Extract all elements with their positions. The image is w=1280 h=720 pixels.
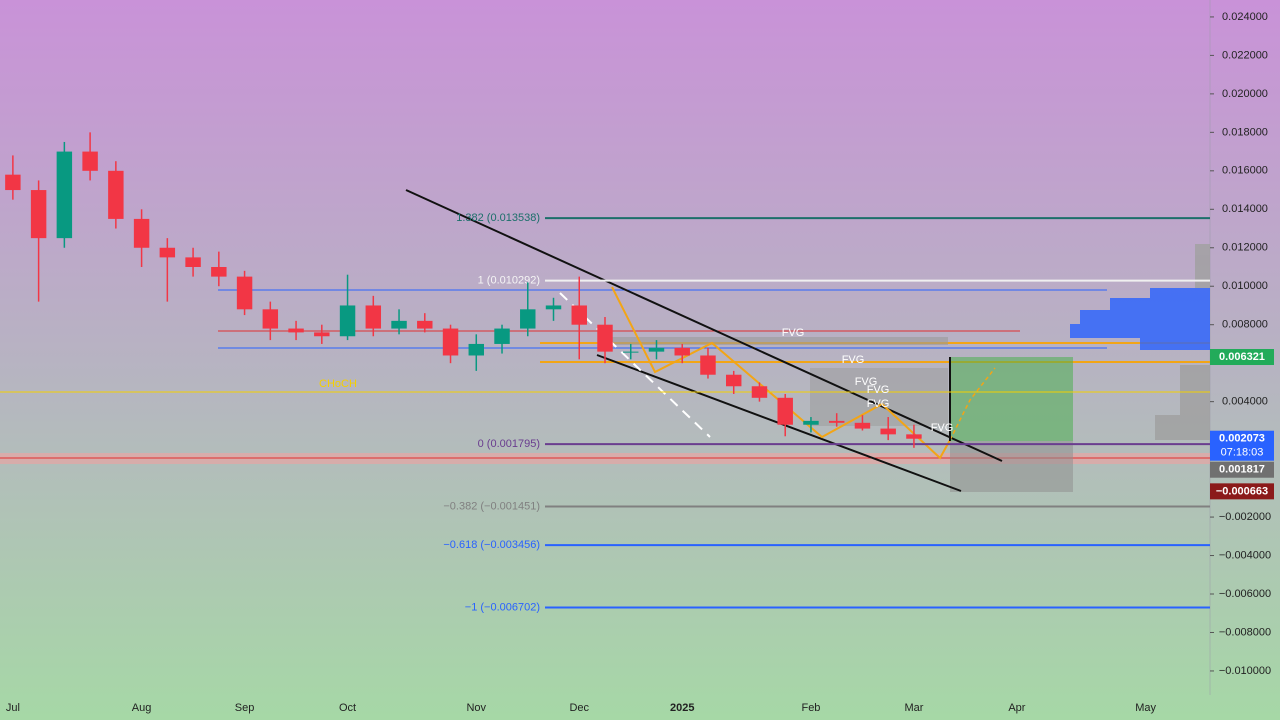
fib-label: −0.618 (−0.003456) bbox=[443, 539, 540, 551]
y-tick-label: 0.018000 bbox=[1222, 126, 1268, 138]
candle-body bbox=[262, 309, 279, 329]
zigzag bbox=[611, 286, 951, 460]
candle-body bbox=[442, 328, 459, 356]
candle-body bbox=[854, 422, 871, 429]
y-tick-label: 0.004000 bbox=[1222, 396, 1268, 408]
x-tick-label: Feb bbox=[801, 702, 820, 714]
candle-body bbox=[468, 343, 484, 356]
candle-body bbox=[700, 355, 716, 375]
x-tick-label: Apr bbox=[1008, 702, 1025, 714]
candle-body bbox=[648, 347, 665, 352]
candle-body bbox=[520, 309, 536, 329]
candle-body bbox=[880, 428, 896, 435]
candle-body bbox=[185, 257, 201, 267]
volume-profile bbox=[1070, 288, 1210, 350]
projection bbox=[949, 367, 996, 441]
candle-body bbox=[211, 266, 227, 277]
candle-body bbox=[726, 374, 742, 387]
y-tick-label: 0.020000 bbox=[1222, 88, 1268, 100]
fvg-label: FVG bbox=[842, 354, 865, 366]
candle-body bbox=[545, 305, 562, 310]
fvg-label: FVG bbox=[867, 384, 890, 396]
fvg-label: FVG bbox=[931, 422, 954, 434]
choch-label: CHoCH bbox=[319, 378, 357, 390]
candle-body bbox=[133, 218, 150, 248]
candle-body bbox=[597, 324, 613, 352]
price-label-box bbox=[1210, 349, 1274, 366]
candle-body bbox=[494, 328, 510, 344]
candle-body bbox=[803, 420, 819, 425]
candle-body bbox=[82, 151, 98, 171]
y-tick-label: 0.010000 bbox=[1222, 280, 1268, 292]
candle-body bbox=[906, 434, 922, 439]
candle-body bbox=[623, 351, 639, 353]
price-label: 0.002073 bbox=[1219, 433, 1265, 445]
y-tick-label: −0.010000 bbox=[1219, 665, 1271, 677]
candle-body bbox=[751, 386, 768, 398]
x-tick-label: Sep bbox=[235, 702, 255, 714]
price-label-box bbox=[1210, 483, 1274, 500]
x-tick-label: Oct bbox=[339, 702, 356, 714]
candle-body bbox=[365, 305, 382, 329]
candle-body bbox=[236, 276, 253, 310]
candle-body bbox=[391, 320, 407, 329]
fvg-label: FVG bbox=[855, 376, 878, 388]
y-tick-label: 0.022000 bbox=[1222, 49, 1268, 61]
y-tick-label: 0.016000 bbox=[1222, 165, 1268, 177]
y-tick-label: −0.004000 bbox=[1219, 549, 1271, 561]
candle-body bbox=[159, 247, 176, 258]
candle-body bbox=[108, 170, 124, 219]
fvg-box bbox=[810, 368, 948, 426]
x-tick-label: Mar bbox=[904, 702, 923, 714]
candle-body bbox=[314, 332, 330, 337]
y-tick-label: −0.008000 bbox=[1219, 626, 1271, 638]
stop-box bbox=[950, 441, 1073, 492]
candle-body bbox=[56, 151, 73, 239]
candle-body bbox=[5, 174, 21, 191]
fib-label: −0.382 (−0.001451) bbox=[443, 500, 540, 512]
candle-body bbox=[674, 347, 690, 356]
target-box bbox=[950, 357, 1073, 441]
trend-line bbox=[405, 189, 1003, 462]
candle-body bbox=[417, 320, 433, 329]
countdown: 07:18:03 bbox=[1221, 447, 1264, 459]
y-tick-label: −0.006000 bbox=[1219, 588, 1271, 600]
volume-profile-gray bbox=[1155, 244, 1210, 440]
y-tick-label: 0.008000 bbox=[1222, 319, 1268, 331]
price-label: 0.001817 bbox=[1219, 464, 1265, 476]
y-tick-label: 0.024000 bbox=[1222, 11, 1268, 23]
x-tick-label: 2025 bbox=[670, 702, 694, 714]
fib-label: 0 (0.001795) bbox=[478, 438, 540, 450]
fvg-label: FVG bbox=[867, 398, 890, 410]
price-label: 0.006321 bbox=[1219, 351, 1265, 363]
fib-label: 1 (0.010292) bbox=[478, 275, 540, 287]
x-tick-label: Dec bbox=[569, 702, 589, 714]
price-label-box bbox=[1210, 430, 1274, 461]
candle-body bbox=[30, 190, 47, 239]
y-tick-label: 0.014000 bbox=[1222, 203, 1268, 215]
candle-body bbox=[339, 305, 356, 337]
y-tick-label: −0.002000 bbox=[1219, 511, 1271, 523]
fvg-label: FVG bbox=[782, 327, 805, 339]
plot: 0.024000 0.022000 0.020000 0.018000 0.016000… bbox=[0, 11, 1274, 714]
candle-body bbox=[828, 420, 845, 423]
candle-body bbox=[571, 305, 587, 325]
y-tick-label: 0.012000 bbox=[1222, 242, 1268, 254]
x-tick-label: Nov bbox=[466, 702, 486, 714]
x-tick-label: Aug bbox=[132, 702, 152, 714]
price-label: −0.000663 bbox=[1216, 485, 1268, 497]
price-label-box bbox=[1210, 461, 1274, 478]
fib-label: −1 (−0.006702) bbox=[465, 601, 540, 613]
x-tick-label: May bbox=[1135, 702, 1156, 714]
fib-label: 1.382 (0.013538) bbox=[456, 212, 540, 224]
candle-body bbox=[777, 397, 793, 425]
x-tick-label: Jul bbox=[6, 702, 20, 714]
candle-body bbox=[288, 328, 304, 333]
fvg-box bbox=[610, 337, 948, 345]
